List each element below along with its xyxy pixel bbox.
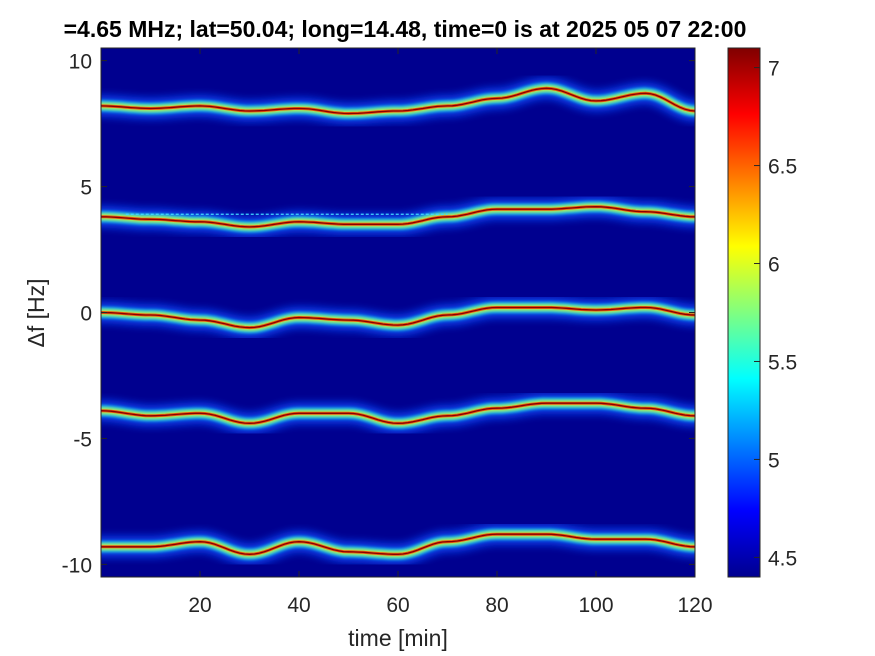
y-tick-label: 5 — [80, 177, 92, 200]
x-tick-label: 40 — [287, 594, 310, 617]
plot-border — [100, 47, 696, 578]
frequency-traces — [101, 77, 695, 566]
x-axis: 20 40 60 80 100 120 — [188, 48, 713, 617]
colorbar-tick-label: 6 — [768, 254, 780, 277]
trace-line-1 — [101, 206, 695, 228]
colorbar — [727, 47, 761, 578]
y-axis: 10 5 0 -5 -10 — [62, 51, 695, 577]
colorbar-ticks: 7 6.5 6 5.5 5 4.5 — [754, 58, 797, 570]
x-tick-label: 80 — [485, 594, 508, 617]
x-tick-label: 100 — [578, 594, 613, 617]
colorbar-tick-label: 7 — [768, 58, 780, 81]
colorbar-tick-label: 5.5 — [768, 351, 797, 374]
y-tick-label: 0 — [80, 303, 92, 326]
x-tick-label: 20 — [188, 594, 211, 617]
trace-line-4 — [101, 533, 695, 555]
y-axis-label: Δf [Hz] — [23, 278, 49, 347]
x-tick-label: 60 — [386, 594, 409, 617]
trace-line-2 — [101, 306, 695, 329]
y-tick-label: -10 — [62, 554, 92, 577]
x-tick-label: 120 — [677, 594, 712, 617]
x-axis-label: time [min] — [348, 625, 448, 651]
colorbar-tick-label: 4.5 — [768, 547, 797, 570]
colorbar-tick-label: 5 — [768, 449, 780, 472]
trace-line-3 — [101, 402, 695, 424]
trace-line-0 — [101, 87, 695, 115]
y-tick-label: 10 — [69, 51, 92, 74]
chart-title: =4.65 MHz; lat=50.04; long=14.48, time=0… — [64, 16, 747, 42]
colorbar-tick-label: 6.5 — [768, 156, 797, 179]
y-tick-label: -5 — [73, 428, 92, 451]
